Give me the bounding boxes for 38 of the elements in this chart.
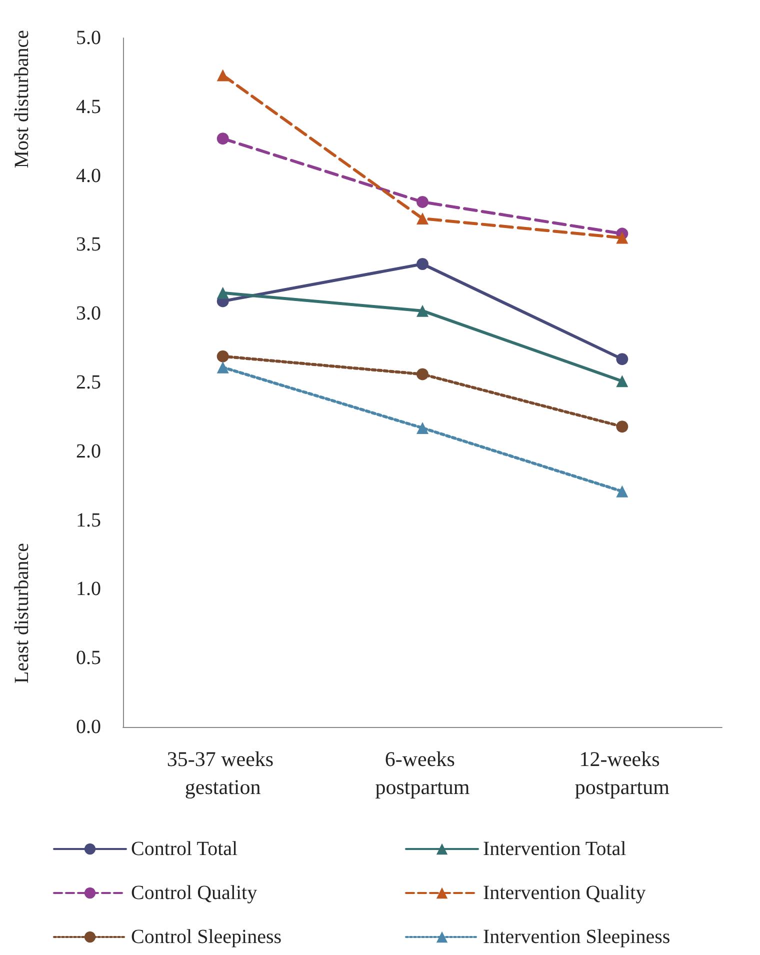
legend-label: Control Quality	[131, 882, 258, 904]
point	[416, 368, 428, 380]
y-tick-label: 4.0	[76, 164, 101, 187]
point	[616, 485, 628, 498]
point	[416, 196, 428, 208]
y-tick-label: 1.0	[76, 578, 101, 600]
point	[416, 258, 428, 270]
point	[416, 422, 428, 434]
y-tick-label: 0.0	[76, 716, 101, 738]
point	[216, 286, 229, 299]
point	[216, 132, 229, 145]
point	[416, 304, 428, 317]
y-tick-label: 5.0	[76, 27, 101, 49]
point	[616, 353, 628, 366]
x-tick-label: 6-weeks postpartum	[375, 747, 470, 799]
text: Least disturbance	[11, 542, 33, 684]
legend-label: Intervention Quality	[483, 882, 646, 904]
y-tick-label: 2.5	[76, 372, 101, 394]
y-axis-title: Most disturbance	[11, 30, 33, 168]
point	[616, 232, 628, 244]
point	[416, 212, 428, 225]
y-tick-label: 2.0	[76, 440, 101, 462]
y-tick-label: 4.5	[76, 96, 101, 118]
y-tick-label: 3.0	[76, 302, 101, 325]
y-tick-label: 0.5	[76, 647, 101, 670]
y-tick-label: 3.5	[76, 234, 101, 256]
y-tick-label: 1.5	[76, 509, 101, 532]
point	[216, 350, 229, 362]
point	[616, 375, 628, 388]
x-tick-label: 35-37 weeks gestation	[166, 747, 279, 799]
point	[216, 69, 229, 82]
point	[216, 361, 229, 374]
legend-label: Intervention Sleepiness	[483, 926, 670, 948]
legend-label: Intervention Total	[483, 838, 627, 860]
legend-label: Control Total	[131, 838, 238, 860]
x-tick-label: 12-weeks postpartum	[574, 747, 670, 799]
point	[616, 420, 628, 433]
legend-label: Control Sleepiness	[131, 926, 282, 948]
